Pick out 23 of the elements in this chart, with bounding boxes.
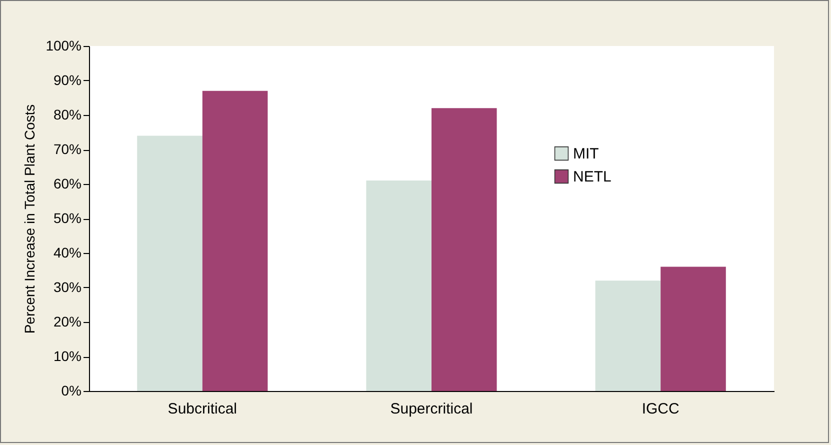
bar	[660, 266, 726, 391]
y-tick-label: 60%	[53, 176, 82, 192]
y-tick-label: 40%	[53, 244, 82, 260]
y-tick-label: 0%	[61, 382, 82, 398]
y-tick-label: 30%	[53, 279, 82, 295]
bar	[432, 108, 497, 391]
x-tick-label: Supercritical	[390, 400, 473, 418]
legend-label: MIT	[573, 146, 599, 162]
x-tick-label: Subcritical	[168, 400, 238, 418]
x-tick-label: IGCC	[642, 400, 680, 418]
y-tick-label: 70%	[53, 141, 82, 157]
bar	[202, 90, 268, 391]
y-axis-title: Percent Increase in Total Plant Costs	[22, 104, 38, 334]
y-tick-label: 100%	[46, 38, 82, 54]
bar	[137, 136, 202, 391]
y-tick-label: 80%	[53, 106, 82, 122]
bar	[595, 280, 661, 391]
y-tick-label: 90%	[53, 72, 82, 88]
legend-label: NETL	[573, 168, 612, 186]
bar	[366, 180, 432, 391]
y-tick-label: 10%	[53, 348, 82, 364]
y-tick-label: 20%	[53, 314, 82, 330]
y-tick-label: 50%	[53, 210, 82, 226]
